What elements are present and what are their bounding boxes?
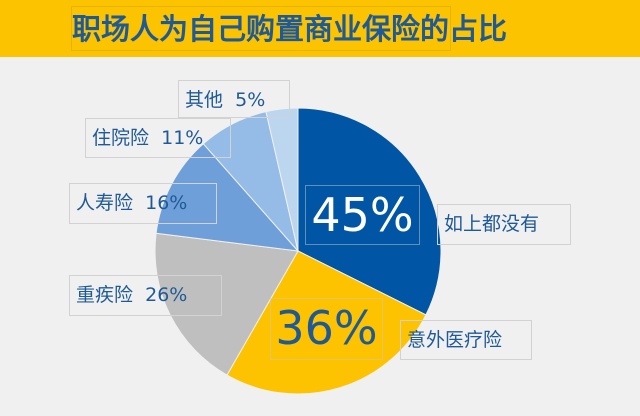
chart-title: 职场人为自己购置商业保险的占比 [71, 6, 507, 51]
label-other: 其他 5% [178, 80, 290, 118]
value-none: 45% [305, 185, 420, 245]
slice-value: 5% [235, 89, 266, 111]
label-accident: 意外医疗险 [400, 320, 532, 360]
slice-label: 其他 [185, 89, 224, 111]
slice-label: 如上都没有 [444, 213, 540, 235]
pie-slice [154, 232, 299, 376]
slice-label: 重疾险 [76, 284, 134, 306]
title-banner: 职场人为自己购置商业保险的占比 [0, 0, 640, 57]
label-none: 如上都没有 [437, 204, 571, 245]
pie-slice [155, 143, 300, 252]
label-life: 人寿险 16% [69, 183, 217, 224]
slice-label: 意外医疗险 [407, 329, 503, 351]
slice-value: 16% [145, 192, 188, 214]
slice-value: 26% [145, 284, 188, 306]
pie-slice [297, 107, 442, 316]
slice-label: 人寿险 [76, 192, 134, 214]
pie-slice [226, 250, 427, 395]
label-critical: 重疾险 26% [69, 275, 222, 316]
slice-value: 11% [161, 127, 204, 149]
slice-label: 住院险 [92, 127, 150, 149]
pie-slice [265, 107, 299, 252]
label-hospital: 住院险 11% [85, 118, 231, 158]
value-accident: 36% [270, 298, 383, 360]
